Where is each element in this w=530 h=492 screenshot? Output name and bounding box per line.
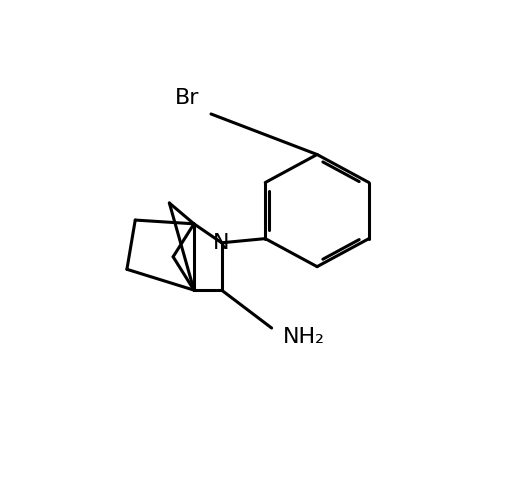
Text: NH₂: NH₂ (283, 328, 325, 347)
Text: N: N (214, 233, 230, 253)
Text: Br: Br (175, 88, 200, 108)
